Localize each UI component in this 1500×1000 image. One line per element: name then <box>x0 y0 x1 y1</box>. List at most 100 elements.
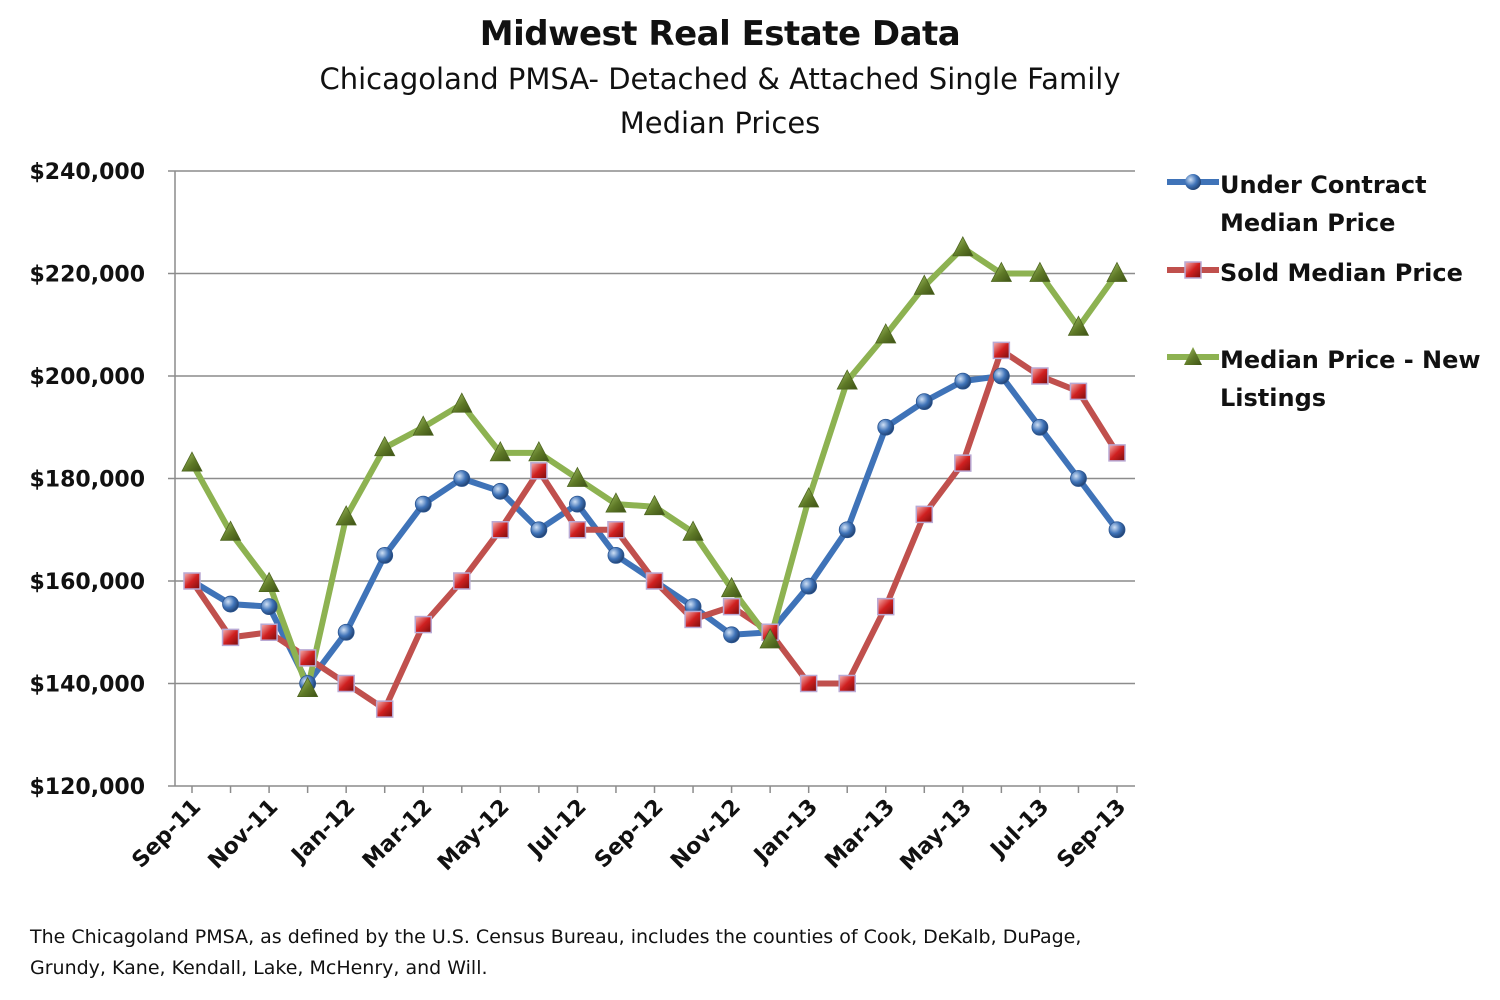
data-point-series-2 <box>605 492 627 513</box>
data-point-series-1 <box>530 462 548 480</box>
chart-subtitle-line-2: Median Prices <box>619 106 821 140</box>
data-point-series-1 <box>183 572 201 590</box>
data-point-series-1 <box>684 610 702 629</box>
data-point-series-2 <box>759 628 781 649</box>
data-point-series-1 <box>992 341 1011 360</box>
legend-swatch-under-contract <box>1167 174 1219 190</box>
data-point-series-0 <box>376 546 394 564</box>
axes <box>168 170 1135 793</box>
data-point-series-1 <box>722 597 741 616</box>
data-point-series-1 <box>568 521 587 539</box>
data-point-series-1 <box>221 628 240 647</box>
data-point-series-2 <box>219 520 242 541</box>
data-point-series-0 <box>569 495 586 513</box>
data-point-series-0 <box>838 521 856 539</box>
x-tick-label: Mar-13 <box>821 795 900 874</box>
legend-label-under-contract-line-2: Median Price <box>1220 209 1396 237</box>
data-point-series-2 <box>1029 261 1051 282</box>
data-point-series-0 <box>1031 418 1049 436</box>
series-line-2 <box>189 244 1120 692</box>
x-tick-label: May-12 <box>433 795 514 876</box>
data-point-series-1 <box>1108 444 1126 462</box>
data-point-series-1 <box>1031 367 1049 385</box>
legend-label-under-contract-line-1: Under Contract <box>1220 171 1427 199</box>
y-tick-label: $240,000 <box>29 160 145 185</box>
data-point-series-0 <box>954 372 972 390</box>
data-point-series-2 <box>374 435 396 457</box>
data-point-series-2 <box>489 441 511 462</box>
data-point-series-2 <box>990 261 1013 282</box>
data-point-series-2 <box>181 451 203 472</box>
data-point-series-0 <box>992 367 1010 385</box>
y-tick-label: $200,000 <box>29 365 145 390</box>
x-tick-label: Jul-13 <box>985 795 1054 864</box>
legend-swatch-new-listings <box>1167 347 1219 365</box>
data-point-series-1 <box>645 572 664 590</box>
y-tick-label: $220,000 <box>29 263 145 288</box>
data-point-series-1 <box>607 521 625 539</box>
data-point-series-0 <box>1108 521 1126 539</box>
data-point-series-1 <box>1069 382 1088 401</box>
data-point-series-2 <box>952 236 974 257</box>
data-point-series-0 <box>337 623 355 641</box>
data-point-series-1 <box>954 454 972 472</box>
data-point-series-0 <box>530 521 548 539</box>
data-point-series-2 <box>836 369 858 390</box>
data-point-series-2 <box>258 571 280 592</box>
data-point-series-0 <box>723 626 740 644</box>
gridlines <box>175 170 1135 685</box>
data-point-series-2 <box>412 415 434 436</box>
x-tick-label: Sep-13 <box>1053 795 1132 874</box>
data-point-series-2 <box>528 441 550 462</box>
chart-title: Midwest Real Estate Data <box>479 14 961 54</box>
data-point-series-0 <box>491 482 509 500</box>
data-point-series-1 <box>915 505 934 524</box>
data-point-series-0 <box>877 418 895 436</box>
data-point-series-2 <box>643 494 666 516</box>
y-axis-ticks: $120,000 $140,000 $160,000 $180,000 $200,000… <box>29 160 145 800</box>
x-tick-label: Nov-12 <box>666 795 746 875</box>
data-point-series-2 <box>875 323 897 344</box>
data-point-series-0 <box>607 546 625 564</box>
y-tick-label: $160,000 <box>29 570 145 595</box>
y-tick-label: $140,000 <box>29 673 145 698</box>
x-tick-label: Sep-11 <box>128 795 207 874</box>
data-point-series-0 <box>453 470 471 487</box>
data-point-series-2 <box>1106 261 1128 282</box>
chart-subtitle-line-1: Chicagoland PMSA- Detached & Attached Si… <box>319 62 1121 96</box>
legend-label-new-listings-line-2: Listings <box>1220 384 1327 412</box>
data-point-series-2 <box>451 392 473 413</box>
data-point-series-1 <box>414 615 432 634</box>
data-point-series-1 <box>337 674 355 693</box>
series <box>181 236 1128 718</box>
data-point-series-1 <box>260 623 278 641</box>
data-point-series-0 <box>260 598 278 616</box>
data-point-series-0 <box>800 577 818 595</box>
data-point-series-2 <box>296 676 319 698</box>
legend-swatch-sold <box>1167 261 1219 279</box>
legend-label-sold: Sold Median Price <box>1220 259 1463 287</box>
data-point-series-1 <box>298 649 317 667</box>
data-point-series-1 <box>453 572 471 590</box>
x-tick-label: May-13 <box>896 795 977 876</box>
data-point-series-1 <box>838 674 856 693</box>
x-tick-label: Sep-12 <box>590 795 669 874</box>
data-point-series-1 <box>877 597 895 616</box>
data-point-series-2 <box>798 487 820 508</box>
data-point-series-2 <box>682 520 704 541</box>
data-point-series-2 <box>1067 315 1090 336</box>
footnote: The Chicagoland PMSA, as defined by the … <box>30 926 1082 979</box>
data-point-series-0 <box>915 393 933 411</box>
data-point-series-1 <box>375 700 394 718</box>
data-point-series-0 <box>414 495 432 513</box>
data-point-series-2 <box>913 274 935 295</box>
legend-label-new-listings-line-1: Median Price - New <box>1220 346 1481 374</box>
x-tick-label: Jan-13 <box>748 795 823 870</box>
x-tick-label: Mar-12 <box>358 795 437 874</box>
data-point-series-2 <box>566 466 589 487</box>
data-point-series-1 <box>799 674 818 693</box>
data-point-series-2 <box>335 505 357 526</box>
y-tick-label: $120,000 <box>29 775 145 800</box>
data-point-series-0 <box>1070 470 1087 487</box>
